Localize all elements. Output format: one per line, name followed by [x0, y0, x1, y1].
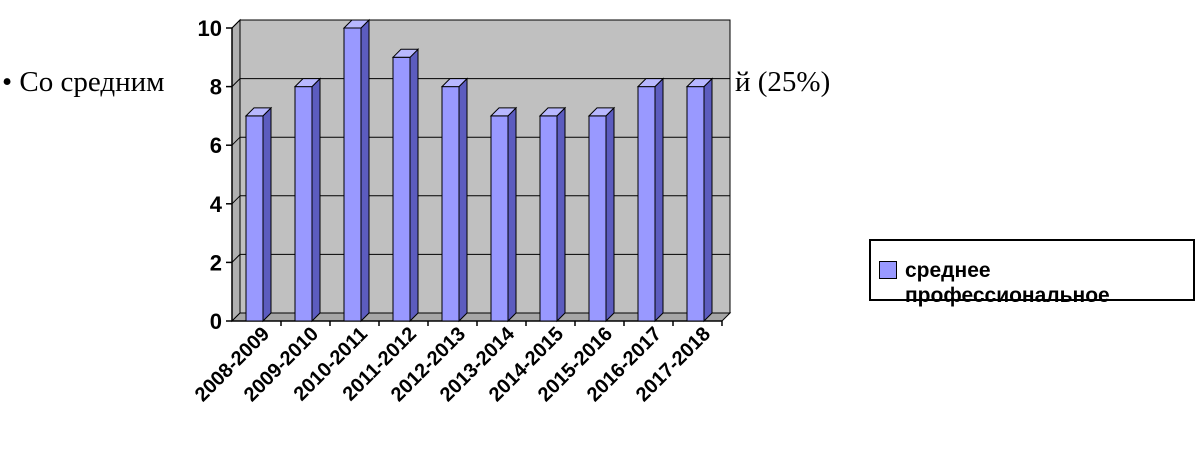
- legend-swatch: [879, 261, 897, 279]
- y-tick-label: 2: [210, 250, 222, 275]
- bar-side: [654, 77, 664, 323]
- bar-side: [556, 106, 566, 323]
- gridline-wall: [231, 254, 241, 263]
- plot-side-wall: [231, 18, 241, 323]
- bar-front: [588, 115, 607, 322]
- bar-top: [685, 78, 714, 88]
- gridline-wall: [231, 19, 241, 29]
- bar-front: [441, 86, 460, 322]
- bar-side: [262, 106, 272, 323]
- y-tick-label: 0: [210, 309, 222, 334]
- y-tick-label: 8: [210, 75, 222, 100]
- bar: [489, 106, 518, 323]
- bar-top: [391, 48, 420, 58]
- bar-top: [342, 19, 371, 29]
- bar: [538, 106, 567, 323]
- bar-front: [637, 86, 656, 322]
- bar-top: [440, 78, 469, 88]
- bullet-text: • Со средним: [2, 66, 165, 98]
- legend-label: среднее профессиональное: [905, 259, 1110, 307]
- bar-front: [686, 86, 705, 322]
- bar-front: [245, 115, 264, 322]
- bar: [342, 18, 371, 323]
- bar: [293, 77, 322, 323]
- bar-side: [311, 77, 321, 323]
- bar-front: [392, 56, 411, 322]
- bar-front: [294, 86, 313, 322]
- gridline-wall: [231, 195, 241, 205]
- bar-front: [490, 115, 509, 322]
- bar: [587, 106, 616, 323]
- bar-top: [587, 107, 616, 117]
- y-tick-label: 4: [210, 192, 223, 217]
- bar-front: [539, 115, 558, 322]
- bar-front: [343, 27, 362, 322]
- bar-top: [636, 78, 665, 88]
- bullet-text-tail: й (25%): [735, 66, 831, 98]
- bar-side: [458, 77, 468, 323]
- bar: [636, 77, 665, 323]
- bar: [440, 77, 469, 323]
- bar-top: [489, 107, 518, 117]
- y-tick-label: 6: [210, 133, 222, 158]
- y-tick-label: 10: [198, 16, 222, 41]
- gridline-wall: [231, 136, 241, 146]
- bar: [244, 106, 273, 323]
- bar-side: [605, 106, 615, 323]
- bar-side: [507, 106, 517, 323]
- gridline-wall: [231, 78, 241, 87]
- bar-side: [703, 77, 713, 323]
- bar: [391, 48, 420, 323]
- bar-side: [360, 18, 370, 323]
- bar: [685, 77, 714, 323]
- bar-top: [244, 107, 273, 117]
- legend: среднее профессиональное: [869, 239, 1195, 307]
- bar-top: [293, 78, 322, 88]
- bar-top: [538, 107, 567, 117]
- bar-side: [409, 48, 419, 323]
